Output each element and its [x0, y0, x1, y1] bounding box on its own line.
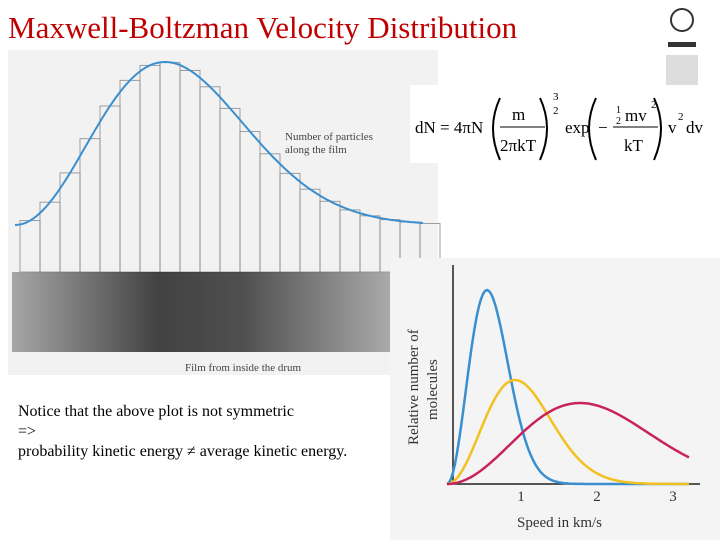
y-axis-label: Relative number of: [406, 329, 422, 445]
formula-part: kT: [624, 136, 644, 155]
speed-chart: 1 2 3 Speed in km/s Relative number of m…: [390, 258, 720, 540]
slide-title: Maxwell-Boltzman Velocity Distribution: [8, 10, 518, 45]
x-tick-label: 3: [669, 489, 677, 505]
film-label: Film from inside the drum: [185, 362, 302, 374]
formula-part: 2: [651, 99, 657, 111]
formula-part: exp: [565, 118, 590, 137]
formula-part: 2πkT: [500, 136, 537, 155]
chart-panel: [390, 258, 720, 540]
formula-part: v: [668, 118, 677, 137]
speed-curve: [446, 378, 689, 486]
notice: Notice that the above plot is not symmet…: [18, 402, 378, 462]
curves: [446, 288, 690, 486]
x-axis-label: Speed in km/s: [517, 515, 602, 531]
formula-part: dN = 4πN: [415, 118, 483, 137]
formula-part: m: [512, 105, 525, 124]
notice-line: probability kinetic energy ≠ average kin…: [18, 443, 348, 460]
curve-label: Number of particles: [285, 131, 373, 143]
logo: [666, 8, 698, 85]
x-tick-label: 2: [593, 489, 601, 505]
paren: [588, 97, 597, 161]
formula-part: −: [598, 118, 608, 137]
formula-bg: [410, 85, 715, 163]
formula-part: 2: [616, 116, 621, 127]
y-axis-label: molecules: [425, 359, 441, 420]
formula-part: dv: [686, 118, 704, 137]
formula-part: mv: [625, 106, 647, 125]
speed-curve: [447, 401, 690, 486]
film-strip: [12, 272, 432, 352]
formula: dN = 4πN m 2πkT 3 2 exp − 1 2 mv 2 kT v …: [410, 85, 715, 163]
distribution-curve: [14, 60, 424, 226]
paren: [539, 97, 548, 161]
curve-label: along the film: [285, 144, 347, 156]
notice-line: Notice that the above plot is not symmet…: [18, 403, 294, 420]
paren: [492, 97, 501, 161]
notice-line: =>: [18, 423, 37, 440]
formula-part: 3: [553, 91, 559, 103]
formula-part: 2: [678, 111, 684, 123]
paren: [653, 97, 662, 161]
formula-part: 2: [553, 105, 559, 117]
x-tick-label: 1: [517, 489, 525, 505]
formula-part: 1: [616, 105, 621, 116]
